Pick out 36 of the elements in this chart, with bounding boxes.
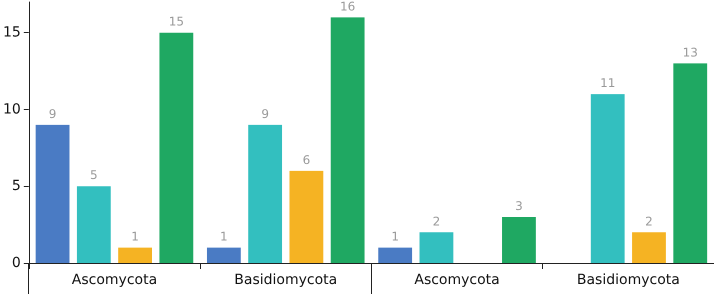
data-label: 11 [600,76,616,90]
data-label: 9 [48,106,56,121]
bar [632,232,666,263]
y-tick-label: 10 [2,101,21,118]
bar [673,63,708,263]
data-label: 1 [131,230,139,244]
y-tick-label: 5 [12,178,21,194]
x-tick-label: Ascomycota [72,272,158,288]
data-label: 3 [515,198,523,213]
data-label: 1 [391,230,399,244]
data-label: 6 [302,152,310,167]
bar [159,32,194,263]
bar [36,124,70,263]
data-label: 13 [682,45,698,60]
x-tick-label: Ascomycota [414,272,500,288]
bar [289,170,324,263]
data-label: 1 [220,230,228,244]
bar [248,124,282,263]
bar [206,248,241,263]
x-tick-label: Basidiomycota [576,272,680,288]
bar [420,232,454,263]
y-tick-label: 0 [12,255,21,271]
data-label: 5 [90,168,98,182]
data-label: 16 [340,0,356,14]
data-label: 15 [168,14,184,29]
bar [590,94,625,263]
bar [76,186,111,263]
bar [378,248,412,263]
bar [502,216,536,263]
data-label: 9 [261,106,269,121]
data-label: 2 [432,214,440,228]
x-tick-label: Basidiomycota [234,272,338,288]
data-label: 2 [645,214,653,228]
y-tick-label: 15 [2,24,21,41]
bar [330,17,365,263]
bar [118,248,152,263]
